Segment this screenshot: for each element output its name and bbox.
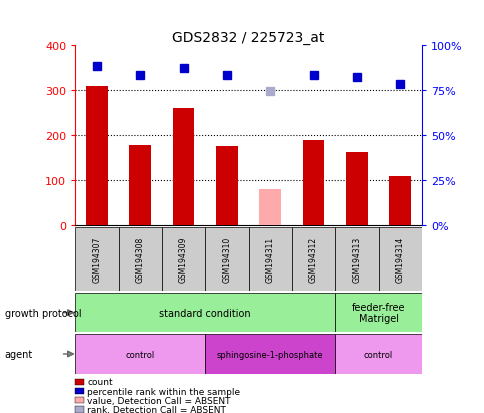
Text: GSM194311: GSM194311 [265, 236, 274, 282]
Bar [172, 109, 194, 225]
Text: agent: agent [5, 349, 33, 359]
Bar [75, 227, 118, 291]
Bar [389, 177, 410, 225]
Text: percentile rank within the sample: percentile rank within the sample [87, 387, 240, 396]
Title: GDS2832 / 225723_at: GDS2832 / 225723_at [172, 31, 324, 45]
Bar [75, 335, 205, 374]
Bar [302, 141, 324, 225]
Text: rank, Detection Call = ABSENT: rank, Detection Call = ABSENT [87, 405, 226, 413]
Bar [118, 227, 162, 291]
Bar [205, 227, 248, 291]
Bar [129, 146, 151, 225]
Text: standard condition: standard condition [159, 308, 251, 318]
Text: sphingosine-1-phosphate: sphingosine-1-phosphate [216, 350, 323, 358]
Bar [334, 335, 421, 374]
Bar [346, 153, 367, 225]
Text: count: count [87, 377, 113, 387]
Bar [75, 293, 334, 332]
Bar [248, 227, 291, 291]
Bar [378, 227, 421, 291]
Text: GSM194312: GSM194312 [308, 236, 318, 282]
Text: GSM194307: GSM194307 [92, 236, 101, 282]
Text: GSM194309: GSM194309 [179, 236, 188, 282]
Bar [291, 227, 334, 291]
Text: GSM194313: GSM194313 [352, 236, 361, 282]
Bar [334, 293, 421, 332]
Text: control: control [125, 350, 154, 358]
Text: growth protocol: growth protocol [5, 308, 81, 318]
Bar [334, 227, 378, 291]
Bar [215, 147, 237, 225]
Text: value, Detection Call = ABSENT: value, Detection Call = ABSENT [87, 396, 230, 405]
Bar [259, 189, 281, 225]
Text: GSM194308: GSM194308 [136, 236, 144, 282]
Text: control: control [363, 350, 393, 358]
Text: GSM194310: GSM194310 [222, 236, 231, 282]
Text: feeder-free
Matrigel: feeder-free Matrigel [351, 302, 405, 324]
Text: GSM194314: GSM194314 [395, 236, 404, 282]
Bar [86, 87, 107, 225]
Bar [162, 227, 205, 291]
Bar [205, 335, 334, 374]
